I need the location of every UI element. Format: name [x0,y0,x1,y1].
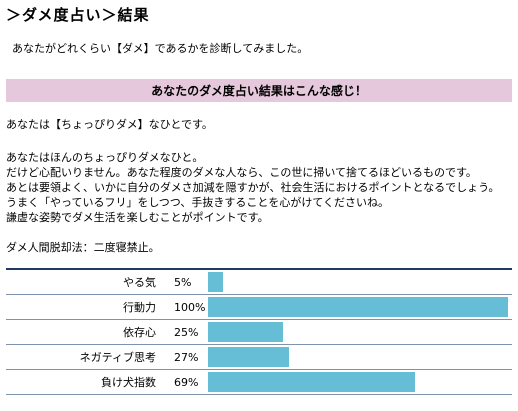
stat-label: 依存心 [123,326,156,339]
stat-label: 負け犬指数 [101,376,156,389]
stat-percent: 25% [174,325,199,339]
stat-label: 行動力 [123,301,156,314]
stat-bar [208,372,415,392]
stat-row-negative-thinking: ネガティブ思考 27% [6,345,512,370]
description-line: あなたはほんのちょっぴりダメなひと。 [6,151,204,164]
stat-bar-track [208,297,508,317]
stats-table: やる気 5% 行動力 100% 依存心 25% ネガティブ思考 27% 負け犬指… [6,268,512,395]
stat-percent: 69% [174,375,199,389]
stat-bar [208,347,289,367]
result-heading-bar: あなたのダメ度占い結果はこんな感じ！ [6,79,512,102]
verdict-text: あなたは【ちょっぴりダメ】なひとです。 [6,118,213,131]
stat-percent: 5% [174,275,192,289]
description-line: うまく「やっているフリ」をしつつ、手抜きすることを心がけてくださいね。 [6,196,390,209]
stat-percent: 27% [174,350,199,364]
stat-label: やる気 [123,276,156,289]
intro-text: あなたがどれくらい【ダメ】であるかを診断してみました。 [12,42,309,55]
stat-bar [208,322,283,342]
stat-bar [208,272,223,292]
stat-bar-track [208,347,508,367]
stat-row-motivation: やる気 5% [6,270,512,295]
stat-row-action: 行動力 100% [6,295,512,320]
stat-bar-track [208,372,508,392]
description: あなたはほんのちょっぴりダメなひと。 だけど心配いりません。あなた程度のダメな人… [6,150,499,225]
tip-text: ダメ人間脱却法：二度寝禁止。 [6,241,160,254]
stat-bar-track [208,272,508,292]
description-line: だけど心配いりません。あなた程度のダメな人なら、この世に掃いて捨てるほどいるもの… [6,166,477,179]
stat-percent: 100% [174,300,206,314]
description-line: 謙虚な姿勢でダメ生活を楽しむことがポイントです。 [6,211,269,224]
stat-label: ネガティブ思考 [79,351,156,364]
page-title: ＞ダメ度占い＞結果 [6,6,150,24]
stat-row-loser-index: 負け犬指数 69% [6,370,512,395]
stat-row-dependence: 依存心 25% [6,320,512,345]
result-heading: あなたのダメ度占い結果はこんな感じ！ [151,84,367,98]
stat-bar-track [208,322,508,342]
description-line: あとは要領よく、いかに自分のダメさ加減を隠すかが、社会生活におけるポイントとなる… [6,181,500,194]
stat-bar [208,297,508,317]
